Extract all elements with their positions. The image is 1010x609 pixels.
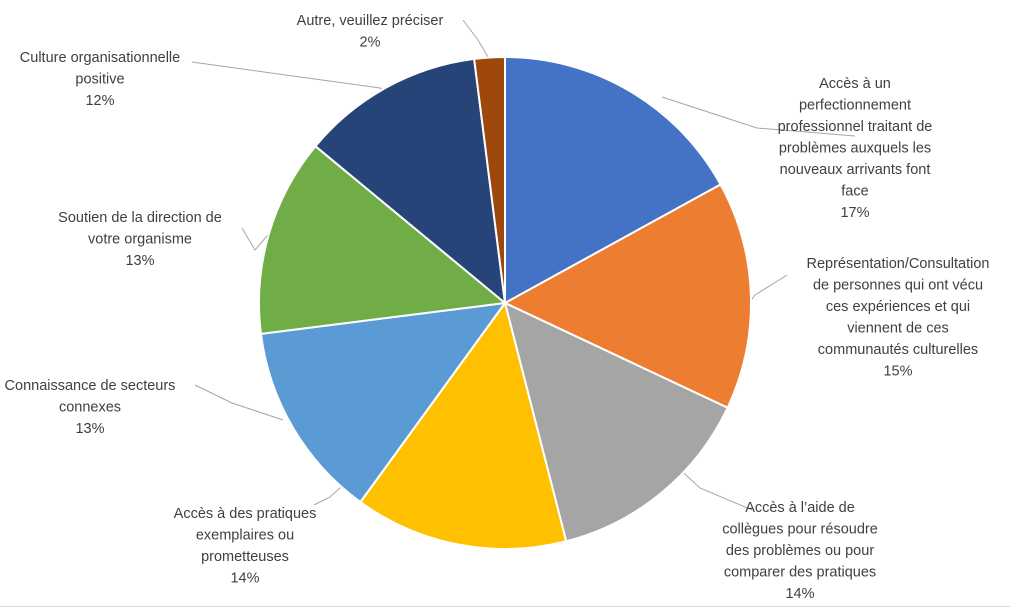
slice-label-line: nouveaux arrivants font [780,162,931,178]
leader-line-8 [462,19,489,58]
pie-slice-7 [314,57,507,306]
slice-label-line: Connaissance de secteurs [5,378,176,394]
slice-labels: Accès à un perfectionnement professionnel … [5,13,990,602]
chart-bottom-border [0,606,1010,607]
slice-value-label: 17% [840,205,869,221]
pie-slice-2 [502,183,752,410]
pie-slice-6 [258,144,508,335]
slice-label-line: de personnes qui ont vécu [813,278,983,294]
slice-label-line: collègues pour résoudre [722,522,878,538]
slice-label-line: Soutien de la direction de [58,210,222,226]
slice-value-label: 12% [85,93,114,109]
slice-label-7: Culture organisationnelle positive 12% [20,50,180,109]
pie-slice-4 [359,300,568,550]
leader-line-1 [661,96,856,137]
slice-label-line: positive [75,72,124,88]
pie-slices [258,55,752,550]
slice-label-line: Accès à l’aide de [745,500,855,516]
leader-lines [191,19,856,511]
slice-label-line: Autre, veuillez préciser [297,13,444,29]
slice-value-label: 14% [785,586,814,602]
slice-label-line: Culture organisationnelle [20,50,180,66]
slice-label-6: Soutien de la direction de votre organism… [58,210,222,269]
leader-line-3 [674,464,753,511]
slice-label-line: des problèmes ou pour [726,543,874,559]
slice-label-line: ces expériences et qui [826,299,970,315]
slice-label-5: Connaissance de secteurs connexes 13% [5,378,176,437]
slice-label-line: connexes [59,400,121,416]
slice-label-line: Représentation/Consultation [807,256,990,272]
slice-label-line: perfectionnement [799,98,911,114]
slice-label-line: face [841,184,868,200]
pie-slice-8 [473,55,506,304]
slice-label-line: votre organisme [88,232,192,248]
slice-label-line: communautés culturelles [818,342,978,358]
leader-line-5 [194,384,284,421]
slice-label-line: comparer des pratiques [724,565,876,581]
slice-label-line: Accès à des pratiques [174,506,317,522]
slice-label-line: Accès à un [819,76,891,92]
slice-label-line: professionnel traitant de [778,119,933,135]
pie-slice-5 [259,301,508,504]
slice-value-label: 15% [883,364,912,380]
slice-label-3: Accès à l’aide de collègues pour résoudre… [722,500,878,602]
slice-value-label: 13% [75,421,104,437]
pie-slice-3 [503,301,729,543]
slice-label-2: Représentation/Consultation de personnes … [807,256,990,380]
slice-label-4: Accès à des pratiques exemplaires ou prome… [174,506,317,587]
pie-slice-1 [504,55,722,305]
slice-label-line: prometteuses [201,549,289,565]
slice-label-line: exemplaires ou [196,528,294,544]
slice-label-1: Accès à un perfectionnement professionnel … [778,76,933,221]
slice-value-label: 14% [230,571,259,587]
slice-label-line: problèmes auxquels les [779,141,931,157]
slice-value-label: 2% [360,35,381,51]
slice-label-line: viennent de ces [847,321,949,337]
slice-label-8: Autre, veuillez préciser 2% [297,13,444,51]
slice-value-label: 13% [125,253,154,269]
